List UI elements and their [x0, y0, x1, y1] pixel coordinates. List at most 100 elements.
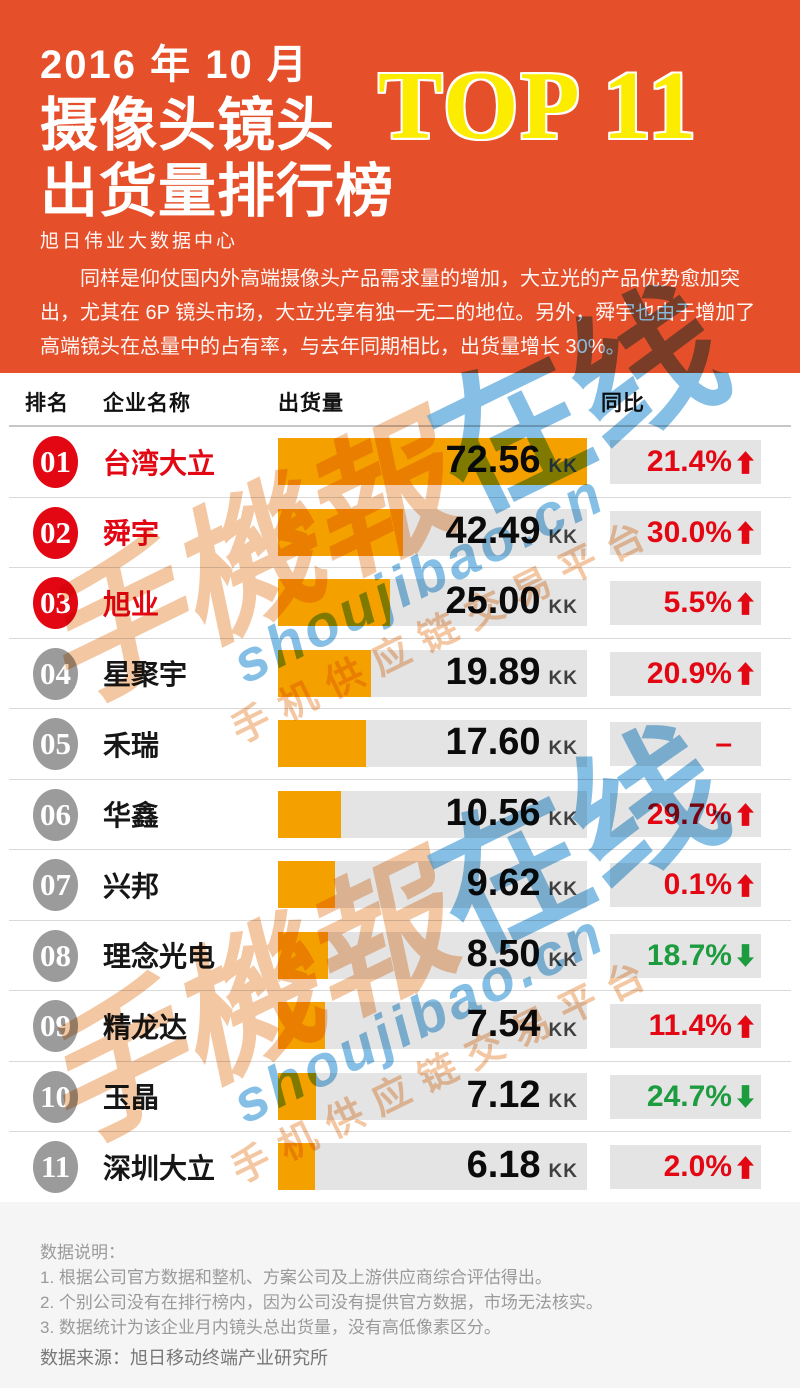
header-section: 2016 年 10 月 摄像头镜头 出货量排行榜 TOP 11 旭日伟业大数据中… [0, 0, 800, 373]
yoy-box: 29.7% [610, 792, 761, 837]
shipment-value-group: 6.18 KK [467, 1144, 578, 1187]
trend-arrow-icon [737, 1155, 754, 1179]
rank-badge: 10 [33, 1070, 78, 1123]
shipment-unit: KK [548, 1090, 578, 1112]
table-row: 06 华鑫 10.56 KK 29.7% [9, 780, 791, 850]
shipment-value: 42.49 [445, 509, 541, 552]
shipment-value: 9.62 [466, 862, 541, 904]
company-name: 精龙达 [103, 1011, 188, 1043]
shipment-value: 10.56 [445, 791, 541, 834]
shipment-bar [278, 1072, 316, 1120]
company-name: 禾瑞 [103, 729, 160, 761]
shipment-value: 7.12 [466, 1073, 541, 1116]
yoy-box: 24.7% [610, 1074, 761, 1119]
yoy-box: 5.5% [610, 581, 761, 625]
shipment-unit: KK [548, 1161, 578, 1182]
data-notes: 数据说明： 1. 根据公司官方数据和整机、方案公司及上游供应商综合评估得出。 2… [40, 1240, 603, 1340]
shipment-unit: KK [548, 1020, 578, 1041]
yoy-box: 11.4% [610, 1004, 761, 1048]
column-header-rank: 排名 [25, 392, 69, 415]
shipment-bar-track: 6.18 KK [278, 1143, 587, 1190]
trend-arrow-icon [737, 591, 754, 615]
note-item-1: 1. 根据公司官方数据和整机、方案公司及上游供应商综合评估得出。 [40, 1268, 552, 1287]
shipment-bar [278, 579, 391, 626]
shipment-value-group: 42.49 KK [445, 510, 578, 553]
shipment-unit: KK [548, 949, 578, 971]
shipment-bar-track: 72.56 KK [278, 438, 587, 485]
shipment-bar-track: 25.00 KK [278, 579, 587, 626]
yoy-value: 2.0% [663, 1150, 732, 1183]
yoy-box: 18.7% [610, 933, 761, 978]
trend-arrow-icon [737, 803, 754, 826]
shipment-value: 72.56 [445, 439, 541, 481]
trend-arrow-icon [737, 944, 754, 967]
shipment-unit: KK [548, 597, 578, 618]
table-header-row: 排名 企业名称 出货量 同比 [9, 373, 791, 427]
company-name: 星聚宇 [103, 659, 188, 691]
yoy-box: 0.1% [610, 863, 761, 907]
shipment-value: 7.54 [466, 1003, 541, 1045]
shipment-bar-track: 10.56 KK [278, 790, 587, 838]
yoy-value: 20.9% [646, 656, 732, 690]
shipment-bar-track: 17.60 KK [278, 720, 587, 767]
yoy-box: – [610, 722, 761, 766]
shipment-bar-track: 7.12 KK [278, 1072, 587, 1120]
trend-arrow-icon [737, 450, 754, 474]
rank-badge: 06 [33, 788, 78, 841]
shipment-value-group: 9.62 KK [467, 862, 578, 905]
shipment-value-group: 10.56 KK [445, 792, 578, 835]
intro-paragraph: 同样是仰仗国内外高端摄像头产品需求量的增加，大立光的产品优势愈加突出，尤其在 6… [40, 268, 756, 358]
table-row: 08 理念光电 8.50 KK 18.7% [9, 921, 791, 991]
rank-badge: 11 [33, 1141, 78, 1193]
company-name: 理念光电 [103, 941, 216, 973]
yoy-value: 11.4% [648, 1009, 732, 1042]
table-row: 11 深圳大立 6.18 KK 2.0% [9, 1132, 791, 1202]
shipment-bar-track: 19.89 KK [278, 649, 587, 697]
shipment-bar [278, 931, 329, 979]
rank-badge: 09 [33, 1000, 78, 1052]
yoy-value: 5.5% [663, 586, 732, 619]
rank-badge: 05 [33, 718, 78, 770]
top11-badge: TOP 11 [378, 52, 699, 159]
notes-heading: 数据说明： [40, 1243, 125, 1262]
shipment-unit: KK [548, 667, 578, 689]
company-name: 旭业 [103, 588, 160, 620]
yoy-box: 21.4% [610, 440, 761, 484]
table-row: 03 旭业 25.00 KK 5.5% [9, 568, 791, 639]
shipment-unit: KK [548, 526, 578, 548]
table-row: 05 禾瑞 17.60 KK – [9, 709, 791, 780]
page-title-line-2: 出货量排行榜 [40, 159, 395, 224]
company-name: 玉晶 [103, 1082, 160, 1114]
table-row: 09 精龙达 7.54 KK 11.4% [9, 991, 791, 1062]
column-header-shipment: 出货量 [278, 392, 344, 415]
yoy-value: 24.7% [646, 1079, 732, 1113]
page-title-line-1: 摄像头镜头 [40, 93, 336, 158]
shipment-bar [278, 720, 367, 767]
shipment-bar [278, 649, 371, 697]
rank-badge: 08 [33, 929, 78, 982]
shipment-value-group: 7.12 KK [467, 1074, 578, 1117]
company-name: 深圳大立 [103, 1152, 216, 1184]
footer-background [0, 1202, 800, 1388]
yoy-value: 30.0% [646, 515, 732, 549]
shipment-unit: KK [548, 738, 578, 759]
trend-arrow-icon [737, 662, 754, 685]
shipment-bar [278, 1002, 326, 1049]
table-row: 02 舜宇 42.49 KK 30.0% [9, 498, 791, 568]
shipment-bar-track: 7.54 KK [278, 1002, 587, 1049]
shipment-value: 25.00 [445, 580, 541, 622]
table-row: 04 星聚宇 19.89 KK 20.9% [9, 639, 791, 709]
trend-arrow-icon [737, 873, 754, 897]
shipment-value-group: 19.89 KK [445, 651, 578, 694]
yoy-value: 21.4% [646, 445, 732, 478]
company-name: 舜宇 [103, 518, 160, 550]
shipment-unit: KK [548, 456, 578, 477]
yoy-value: 29.7% [646, 797, 732, 831]
shipment-bar-track: 8.50 KK [278, 931, 587, 979]
company-name: 台湾大立 [103, 447, 216, 479]
data-source: 数据来源：旭日移动终端产业研究所 [40, 1348, 328, 1368]
shipment-bar-track: 42.49 KK [278, 508, 587, 556]
shipment-bar [278, 790, 342, 838]
note-item-2: 2. 个别公司没有在排行榜内，因为公司没有提供官方数据，市场无法核实。 [40, 1293, 603, 1312]
rank-badge: 07 [33, 859, 78, 911]
